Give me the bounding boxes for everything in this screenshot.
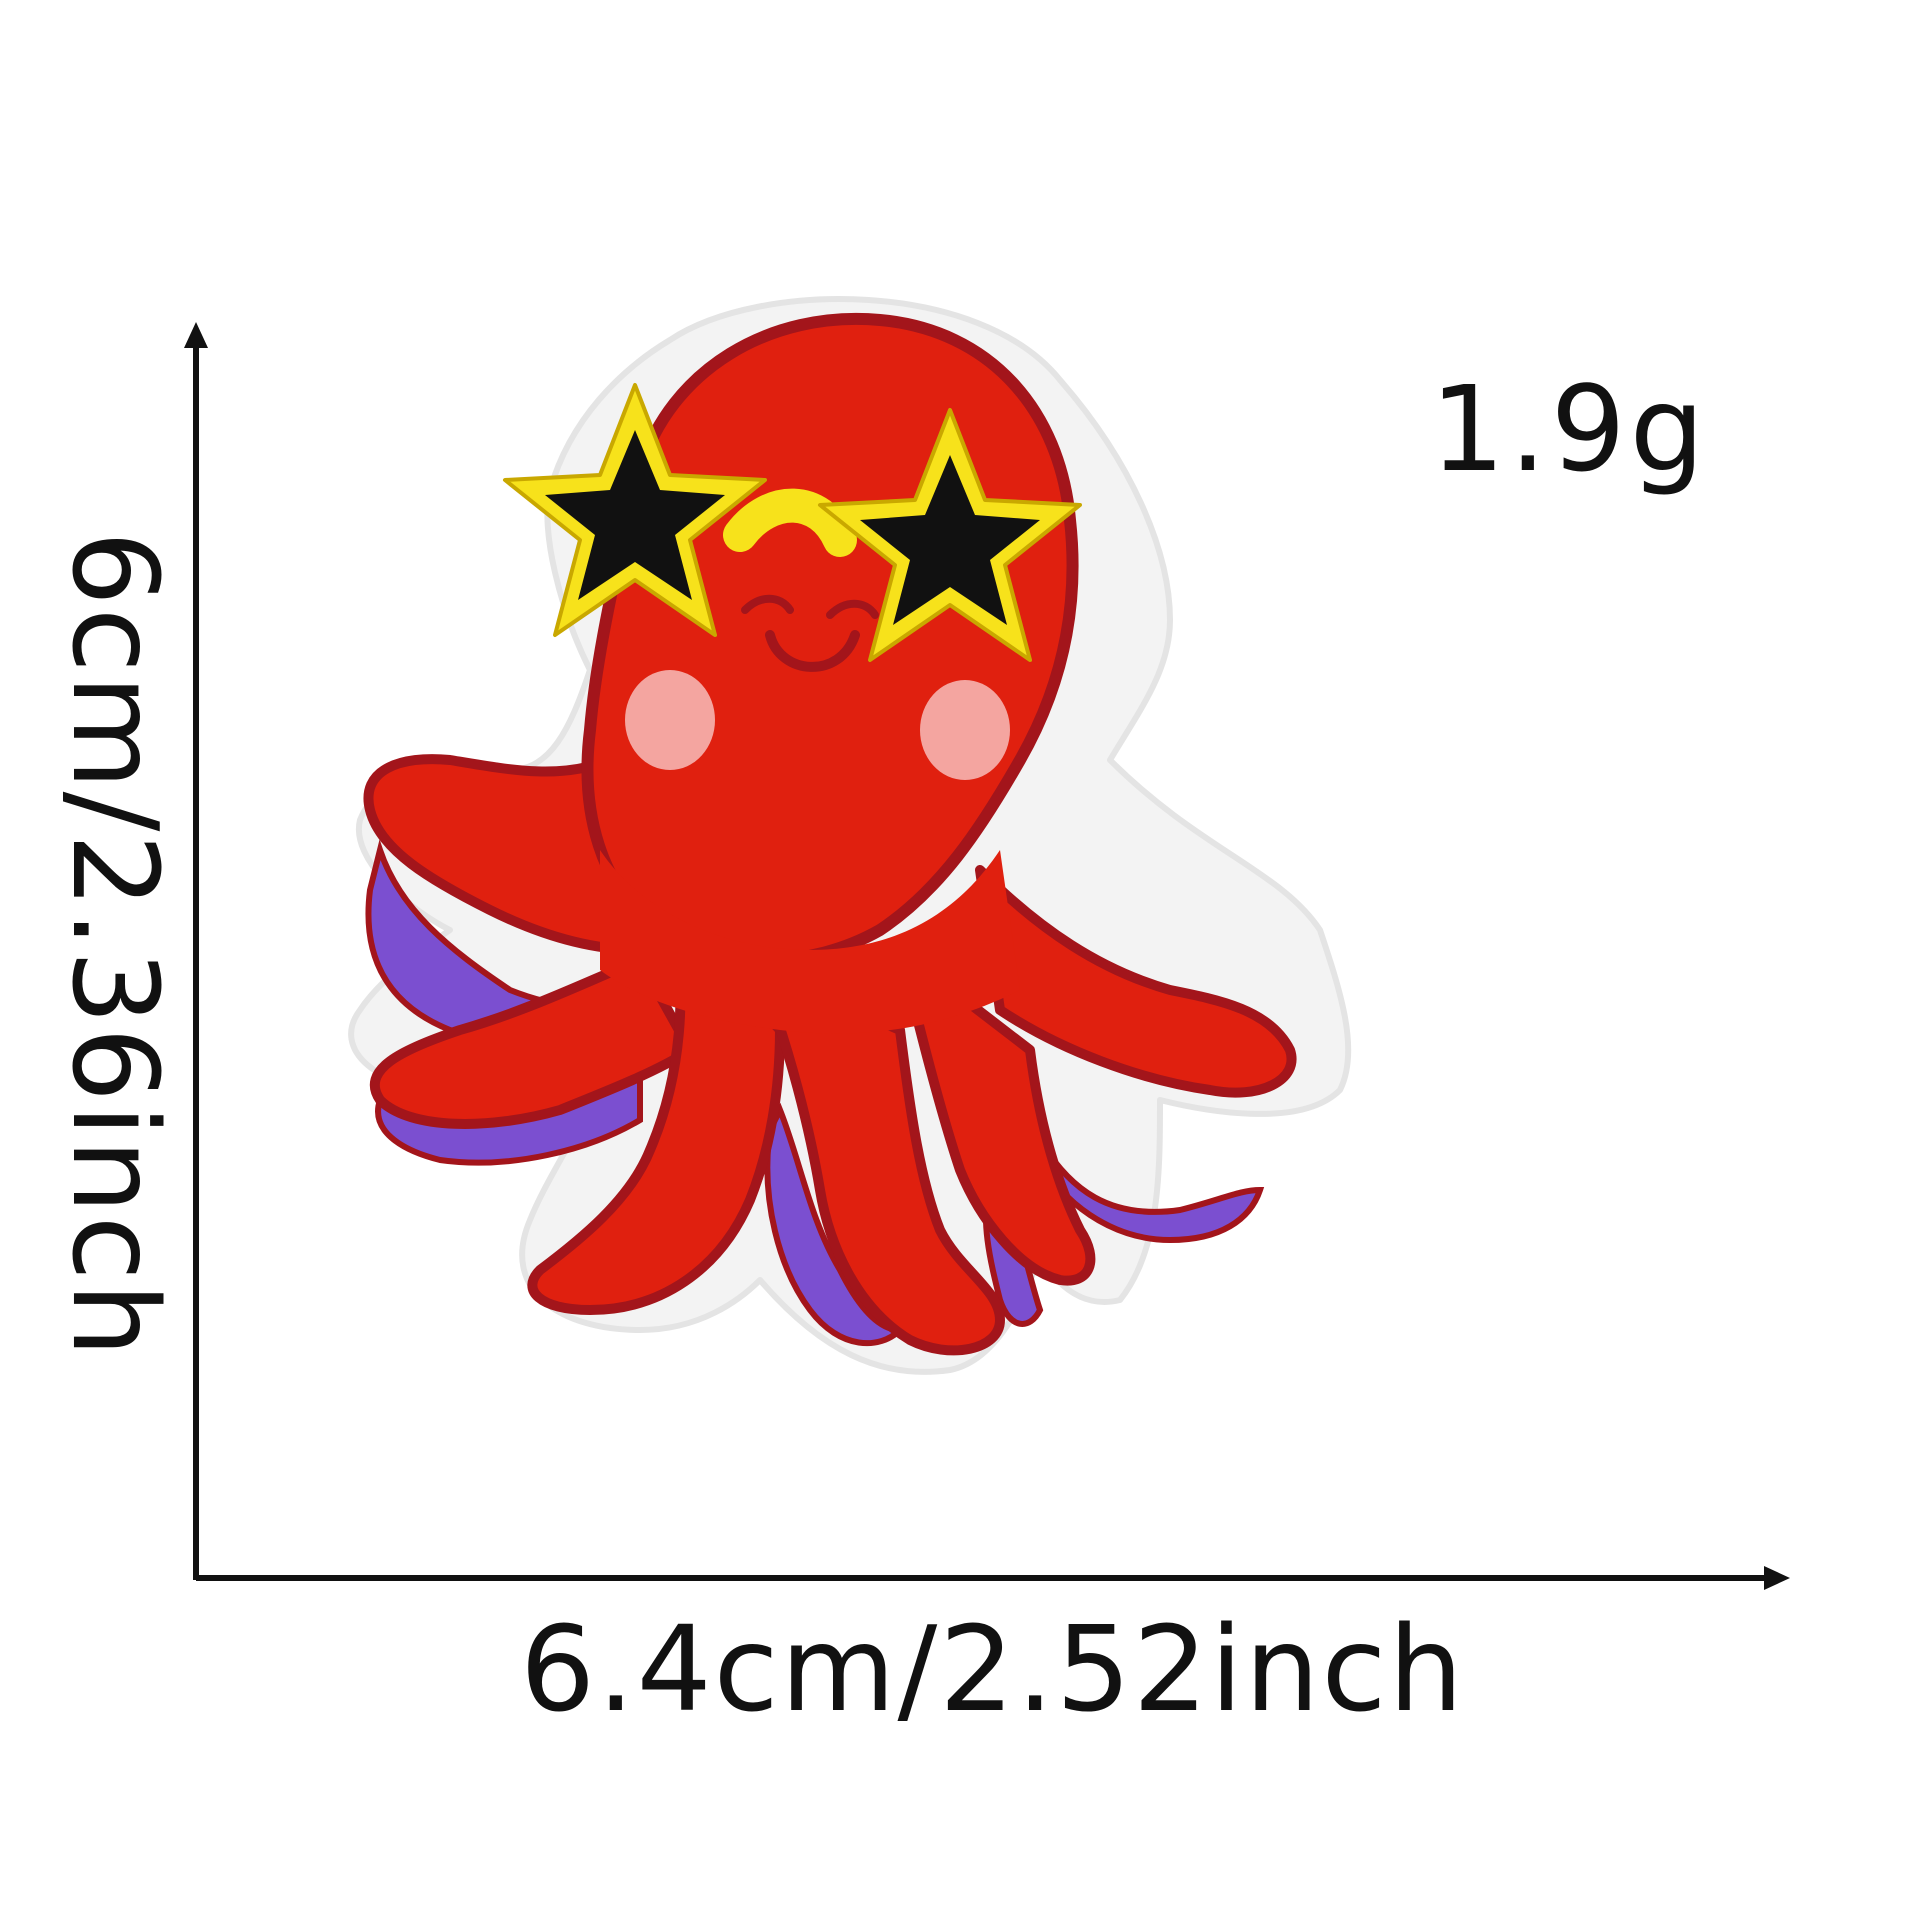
right-cheek	[920, 680, 1010, 780]
octopus-patch	[348, 296, 1352, 1375]
weight-label: 1.9g	[1430, 360, 1709, 498]
width-dimension-label: 6.4cm/2.52inch	[520, 1600, 1466, 1738]
horizontal-arrow-head	[1764, 1566, 1790, 1590]
right-eye-lash	[826, 599, 879, 619]
octopus-body	[600, 850, 1020, 1034]
right-star-lens	[860, 455, 1040, 625]
left-star-lens	[545, 430, 725, 600]
left-eye-lash	[741, 594, 794, 614]
tentacles	[363, 754, 1297, 1356]
smile	[765, 630, 860, 672]
left-cheek	[625, 670, 715, 770]
height-dimension-label: 6cm/2.36inch	[46, 530, 184, 1360]
star-glasses	[503, 383, 1082, 662]
vertical-arrow-head	[184, 322, 208, 348]
glasses-bridge	[723, 488, 857, 557]
